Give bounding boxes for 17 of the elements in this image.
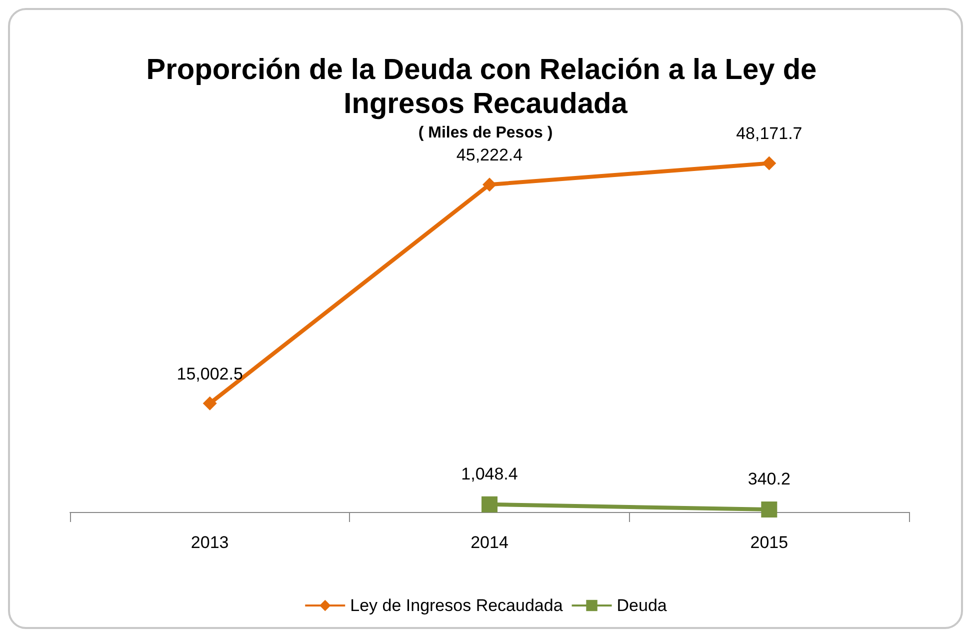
chart-subtitle: ( Miles de Pesos ): [418, 124, 553, 142]
point: [482, 178, 496, 192]
legend-label: Deuda: [616, 596, 668, 615]
data-label: 1,048.4: [461, 464, 518, 484]
point: [202, 396, 217, 410]
x-tick-label: 2013: [190, 533, 229, 552]
data-label: 15,002.5: [176, 364, 243, 384]
data-label: 340.2: [748, 470, 790, 489]
point: [482, 496, 498, 512]
chart-title: Proporción de la Deuda con Relación a la Ley de Ingresos Recaudada: [146, 54, 825, 120]
data-label: 45,222.4: [456, 146, 523, 165]
x-tick-label: 2014: [470, 533, 508, 552]
point: [762, 156, 776, 170]
data-label: 48,171.7: [736, 124, 802, 144]
x-tick-label: 2015: [750, 533, 788, 552]
legend-label: Ley de Ingresos Recaudada: [350, 596, 564, 615]
point: [761, 502, 778, 518]
